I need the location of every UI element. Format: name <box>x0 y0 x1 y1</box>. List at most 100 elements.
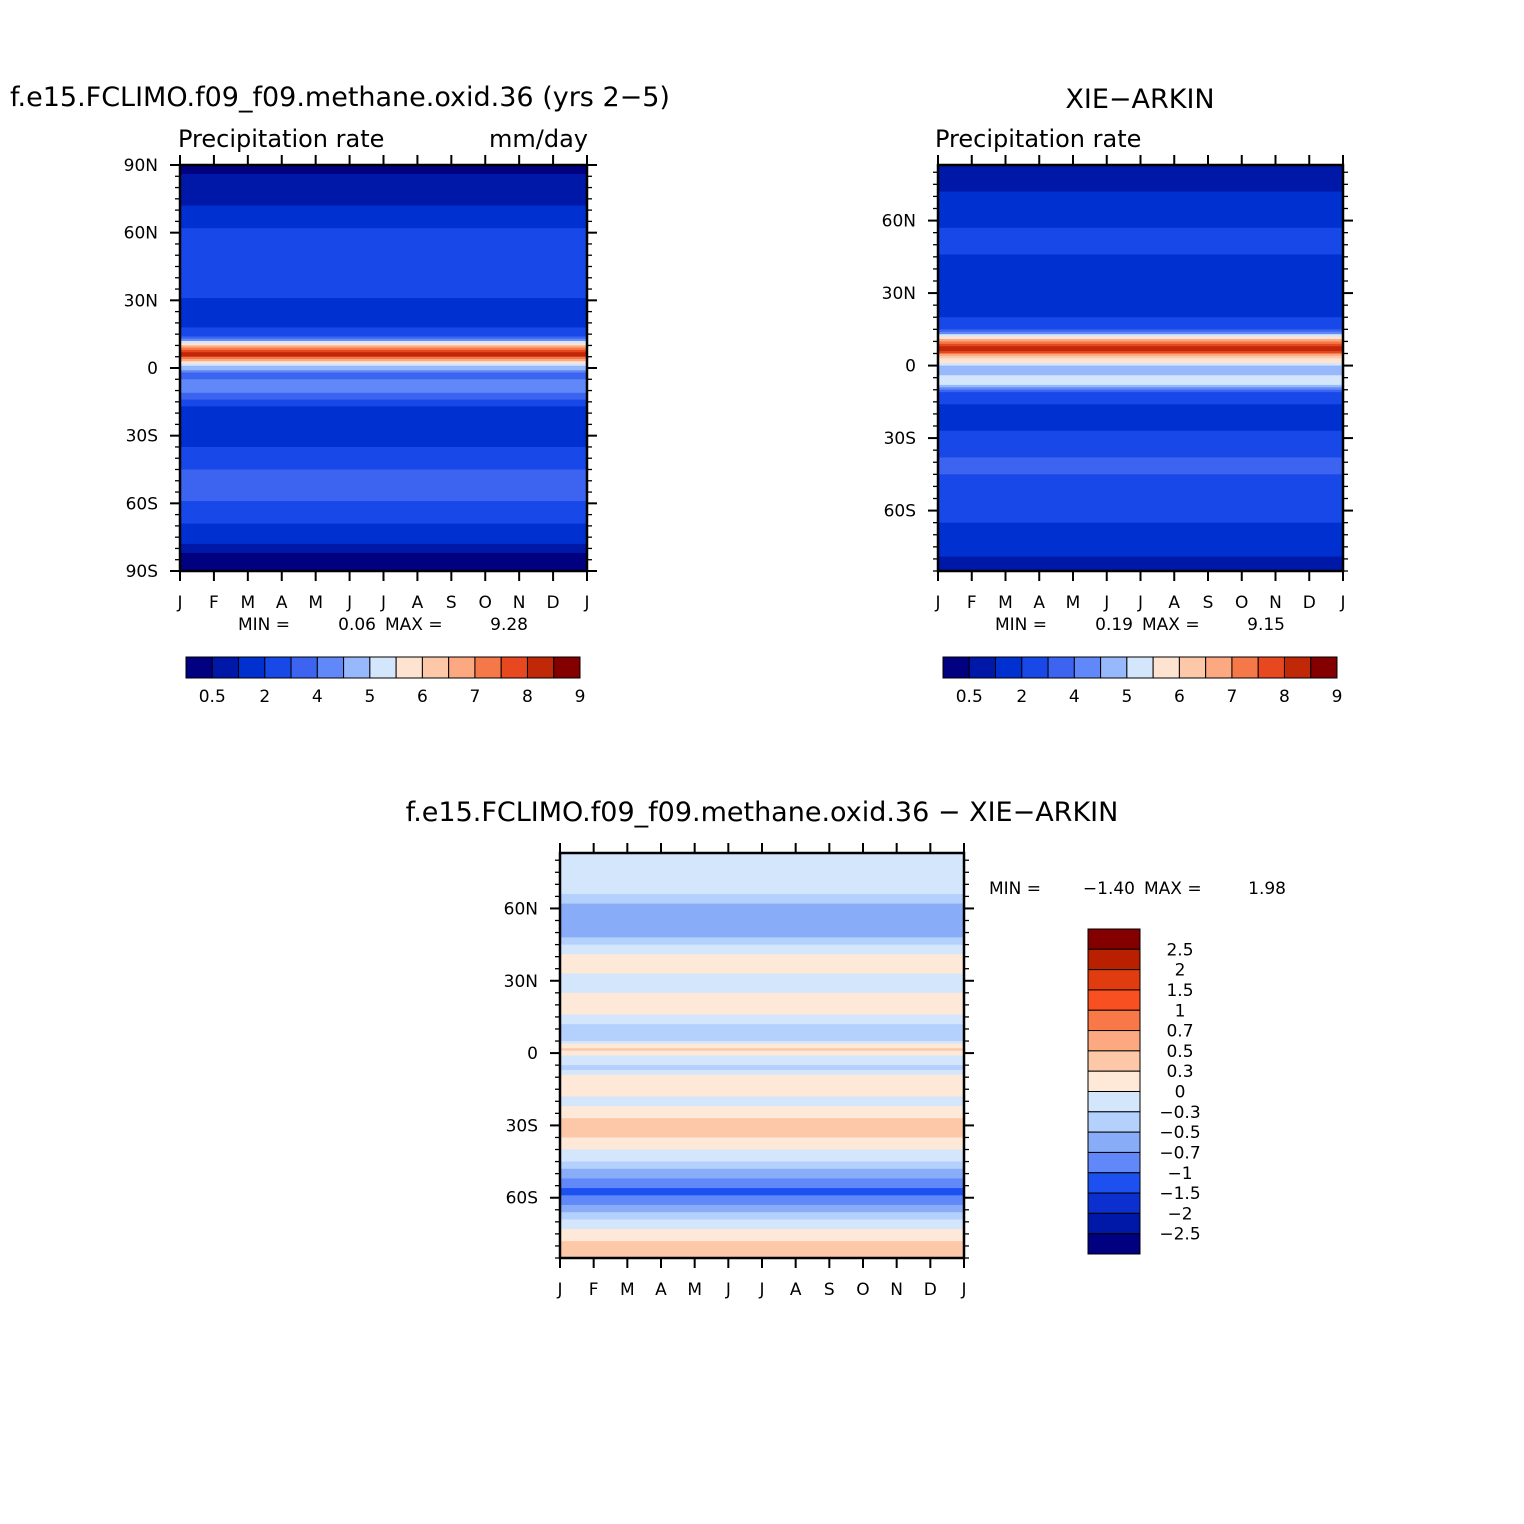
contour-band <box>560 973 964 977</box>
colorbar-label: 5 <box>364 687 375 707</box>
contour-band <box>938 546 1343 550</box>
contour-band <box>180 530 587 534</box>
colorbar-swatch <box>1310 656 1338 679</box>
contour-band <box>938 554 1343 558</box>
contour-band <box>560 1176 964 1180</box>
contour-band <box>938 227 1343 231</box>
colorbar-swatch <box>942 656 970 679</box>
x-tick-label: J <box>380 593 386 613</box>
contour-band <box>560 1154 964 1158</box>
contour-band <box>938 406 1343 410</box>
contour-band <box>180 433 587 437</box>
contour-band <box>560 1118 964 1122</box>
contour-band <box>180 336 587 340</box>
contour-band <box>560 949 964 953</box>
contour-band <box>938 336 1343 340</box>
contour-band <box>938 322 1343 326</box>
contour-band <box>560 1057 964 1061</box>
contour-band <box>180 395 587 398</box>
contour-band <box>560 1101 964 1105</box>
contour-band <box>180 329 587 333</box>
contour-band <box>180 555 587 559</box>
contour-band <box>180 167 587 171</box>
contour-band <box>560 1009 964 1013</box>
contour-band <box>180 293 587 297</box>
contour-band <box>560 922 964 926</box>
contour-band <box>560 1036 964 1040</box>
contour-band <box>180 185 587 189</box>
x-tick-label: J <box>758 1280 764 1300</box>
contour-band <box>938 348 1343 352</box>
contour-band <box>560 1185 964 1189</box>
contour-band <box>938 312 1343 316</box>
contour-band <box>560 1156 964 1160</box>
contour-band <box>180 356 587 360</box>
colorbar-swatch <box>1152 656 1180 679</box>
contour-band <box>938 324 1343 328</box>
contour-band <box>180 205 587 209</box>
y-tick-label: 0 <box>147 359 158 379</box>
contour-band <box>560 1069 964 1073</box>
contour-band <box>938 462 1343 466</box>
contour-band <box>560 1021 964 1025</box>
contour-band <box>938 264 1343 268</box>
contour-band <box>938 266 1343 270</box>
contour-band <box>180 343 587 347</box>
contour-band <box>560 1248 964 1252</box>
contour-band <box>938 223 1343 227</box>
contour-band <box>938 177 1343 181</box>
contour-band <box>938 563 1343 567</box>
contour-band <box>180 397 587 401</box>
contour-band <box>938 539 1343 543</box>
contour-band <box>180 471 587 475</box>
contour-band <box>180 557 587 561</box>
colorbar-swatch <box>1087 1009 1141 1032</box>
contour-band <box>938 252 1343 256</box>
contour-band <box>180 257 587 261</box>
contour-band <box>560 1197 964 1201</box>
contour-band <box>938 392 1343 396</box>
colorbar-swatch <box>1087 1091 1141 1113</box>
contour-band <box>180 449 587 453</box>
colorbar-swatch <box>211 656 240 679</box>
contour-band <box>938 198 1343 202</box>
contour-band <box>560 1014 964 1018</box>
contour-band <box>938 302 1343 306</box>
x-tick-label: J <box>934 593 940 613</box>
panel-obs-left-string: Precipitation rate <box>935 125 1141 153</box>
colorbar-swatch <box>995 656 1023 679</box>
contour-band <box>938 259 1343 263</box>
contour-band <box>938 232 1343 236</box>
panel-diff-colorbar: 2.521.510.70.50.30−0.3−0.5−0.7−1−1.5−2−2… <box>1087 928 1201 1255</box>
contour-band <box>180 374 587 378</box>
colorbar-label: 1 <box>1175 1001 1186 1021</box>
colorbar-swatch <box>1021 656 1049 679</box>
contour-band <box>180 320 587 324</box>
x-tick-label: M <box>308 593 323 613</box>
contour-band <box>560 985 964 989</box>
contour-band <box>560 978 964 982</box>
colorbar-swatch <box>1283 656 1312 679</box>
x-tick-label: M <box>687 1280 702 1300</box>
contour-band <box>180 474 587 477</box>
contour-band <box>560 1125 964 1129</box>
contour-band <box>938 445 1343 449</box>
contour-band <box>180 322 587 326</box>
contour-band <box>180 561 587 565</box>
colorbar-label: 2 <box>259 687 270 707</box>
y-tick-label: 30N <box>882 284 916 304</box>
contour-band <box>180 180 587 184</box>
panel-model-minmax: MIN = 0.06 MAX = 9.28 <box>238 615 528 635</box>
contour-band <box>180 512 587 516</box>
contour-band <box>180 176 587 180</box>
contour-band <box>938 363 1343 367</box>
contour-band <box>560 1108 964 1112</box>
contour-band <box>938 426 1343 430</box>
contour-band <box>938 430 1343 434</box>
x-tick-label: A <box>276 593 288 613</box>
contour-band <box>560 1233 964 1237</box>
colorbar-swatch <box>1087 1212 1141 1235</box>
contour-band <box>938 503 1343 507</box>
colorbar-swatch <box>1073 656 1102 679</box>
contour-band <box>180 225 587 229</box>
